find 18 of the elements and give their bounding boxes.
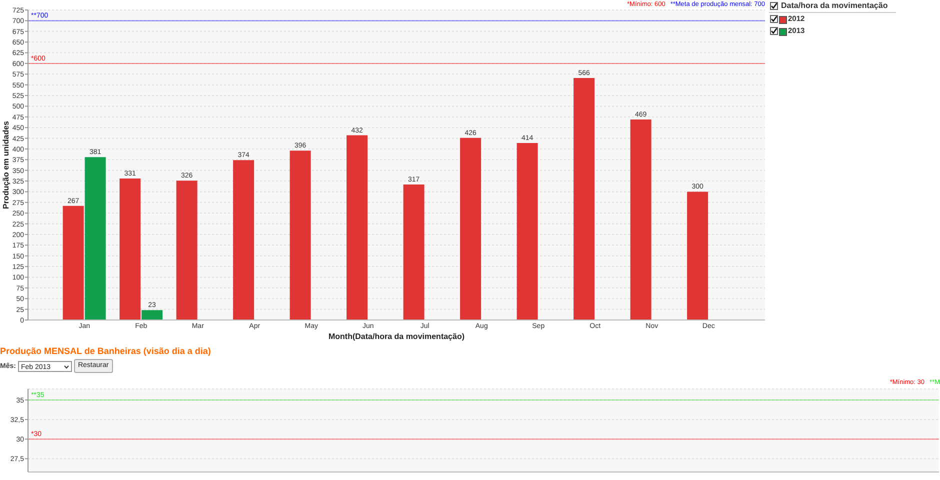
bar [630, 119, 652, 320]
bar [62, 206, 84, 320]
y-axis-title: Produção em unidades [2, 120, 10, 210]
chart-title: Produção MENSAL de Banheiras (visão dia a dia) [0, 346, 211, 356]
bar [687, 192, 708, 320]
legend-title: Data/hora da movimentação [769, 0, 896, 13]
bar [84, 157, 106, 320]
bar [460, 138, 482, 320]
bar [346, 135, 368, 320]
bar [574, 78, 595, 320]
x-axis-title: Month(Data/hora da movimentação) [328, 332, 465, 341]
bar [290, 150, 311, 320]
bar [142, 310, 163, 320]
bar [403, 184, 424, 320]
bar [516, 142, 538, 320]
bar [120, 178, 141, 320]
bar [176, 180, 198, 320]
bar [233, 160, 254, 320]
